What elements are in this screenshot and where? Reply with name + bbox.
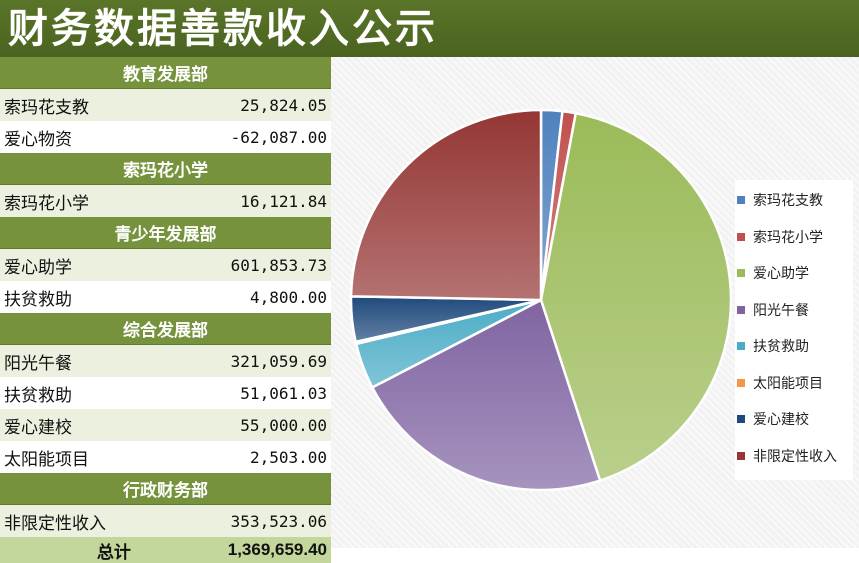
- total-row: 总计 1,369,659.40: [0, 537, 331, 563]
- legend-swatch: [737, 415, 745, 423]
- table-row: 爱心建校 55,000.00: [0, 409, 331, 441]
- row-label: 扶贫救助: [4, 289, 72, 310]
- chart-legend: 索玛花支教索玛花小学爱心助学阳光午餐扶贫救助太阳能项目爱心建校非限定性收入: [735, 180, 853, 480]
- legend-swatch: [737, 342, 745, 350]
- pie-slice-3: [539, 111, 733, 482]
- legend-item: 扶贫救助: [735, 336, 809, 356]
- section-header: 索玛花小学: [0, 153, 331, 185]
- finance-table: 教育发展部 索玛花支教 25,824.05 爱心物资 -62,087.00 索玛花小学 索玛…: [0, 57, 331, 563]
- row-label: 索玛花支教: [4, 97, 89, 118]
- row-label: 扶贫救助: [4, 385, 72, 406]
- table-row: 扶贫救助 4,800.00: [0, 281, 331, 313]
- title-bar: 财务数据善款收入公示: [0, 0, 859, 57]
- table-row: 扶贫救助 51,061.03: [0, 377, 331, 409]
- row-value: 4,800.00: [249, 287, 327, 307]
- legend-label: 索玛花支教: [753, 193, 823, 209]
- table-row: 索玛花小学 16,121.84: [0, 185, 331, 217]
- legend-item: 阳光午餐: [735, 300, 809, 320]
- row-label: 爱心物资: [4, 129, 72, 150]
- legend-label: 扶贫救助: [753, 339, 809, 355]
- row-value: 51,061.03: [240, 383, 327, 403]
- pie-slice-8: [349, 108, 543, 302]
- legend-item: 索玛花支教: [735, 190, 823, 210]
- row-value: 2,503.00: [249, 447, 327, 467]
- page-title: 财务数据善款收入公示: [8, 5, 438, 52]
- table-row: 非限定性收入 353,523.06: [0, 505, 331, 537]
- legend-swatch: [737, 378, 745, 387]
- table-row: 太阳能项目 2,503.00: [0, 441, 331, 473]
- legend-label: 太阳能项目: [753, 375, 823, 392]
- total-label: 总计: [96, 542, 131, 563]
- row-value: 601,853.73: [230, 255, 327, 275]
- row-value: -62,087.00: [230, 127, 327, 147]
- section-header: 综合发展部: [0, 313, 331, 345]
- legend-swatch: [737, 305, 745, 314]
- row-value: 321,059.69: [230, 351, 327, 371]
- legend-label: 阳光午餐: [753, 302, 809, 319]
- legend-swatch: [737, 196, 745, 204]
- legend-label: 爱心建校: [753, 412, 809, 428]
- total-value: 1,369,659.40: [227, 540, 327, 559]
- table-row: 阳光午餐 321,059.69: [0, 345, 331, 377]
- table-row: 索玛花支教 25,824.05: [0, 89, 331, 121]
- pie-chart: [349, 108, 733, 492]
- row-value: 55,000.00: [240, 415, 327, 435]
- legend-label: 爱心助学: [753, 266, 809, 282]
- legend-label: 非限定性收入: [753, 448, 837, 465]
- legend-item: 非限定性收入: [735, 446, 837, 466]
- section-header: 青少年发展部: [0, 217, 331, 249]
- row-label: 非限定性收入: [4, 513, 106, 534]
- legend-item: 爱心助学: [735, 263, 809, 283]
- row-label: 爱心建校: [4, 417, 72, 438]
- legend-label: 索玛花小学: [753, 229, 823, 246]
- row-value: 16,121.84: [240, 191, 327, 211]
- section-header: 行政财务部: [0, 473, 331, 505]
- row-value: 25,824.05: [240, 95, 327, 115]
- row-label: 太阳能项目: [4, 449, 89, 470]
- row-label: 爱心助学: [4, 257, 72, 278]
- row-label: 索玛花小学: [4, 193, 89, 214]
- legend-item: 太阳能项目: [735, 373, 823, 393]
- legend-swatch: [737, 269, 745, 277]
- table-row: 爱心物资 -62,087.00: [0, 121, 331, 153]
- section-header: 教育发展部: [0, 57, 331, 89]
- legend-item: 爱心建校: [735, 409, 809, 429]
- row-label: 阳光午餐: [4, 353, 72, 374]
- legend-swatch: [737, 232, 745, 241]
- row-value: 353,523.06: [230, 511, 327, 531]
- pie-slice-4: [371, 298, 602, 492]
- legend-item: 索玛花小学: [735, 227, 823, 247]
- legend-swatch: [737, 451, 745, 460]
- table-row: 爱心助学 601,853.73: [0, 249, 331, 281]
